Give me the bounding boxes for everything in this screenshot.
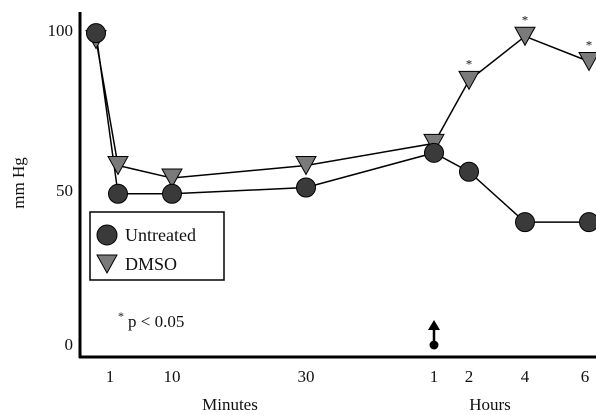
x-group-label-hours: Hours (469, 395, 511, 414)
significance-star: * (522, 12, 529, 27)
y-axis-title: mm Hg (9, 157, 28, 209)
y-tick-label-100: 100 (48, 21, 74, 40)
data-point-dmso (295, 155, 317, 176)
series-line-dmso (95, 35, 590, 179)
event-arrow-marker (428, 320, 440, 350)
y-tick-label-50: 50 (56, 181, 73, 200)
x-tick-label: 10 (164, 367, 181, 386)
annotation-text: p < 0.05 (128, 312, 184, 331)
data-point-dmso (161, 168, 183, 189)
significance-star: * (586, 38, 593, 53)
data-point-untreated (108, 183, 128, 204)
legend-marker-dmso (96, 254, 118, 275)
data-point-untreated (424, 142, 444, 163)
x-group-label-minutes: Minutes (202, 395, 258, 414)
data-point-dmso (107, 155, 129, 176)
x-tick-label: 6 (581, 367, 590, 386)
data-point-untreated (515, 212, 535, 233)
x-tick-label: 1 (106, 367, 115, 386)
data-point-untreated (296, 177, 316, 198)
x-tick-label: 4 (521, 367, 530, 386)
significance-star: * (466, 56, 473, 71)
legend: Untreated DMSO (89, 211, 225, 281)
data-point-dmso (458, 70, 480, 91)
legend-label-untreated: Untreated (125, 225, 196, 245)
legend-marker-untreated (96, 224, 118, 246)
series-layer: * * * (85, 12, 596, 233)
data-point-untreated (459, 161, 479, 182)
legend-box (89, 211, 225, 281)
data-point-untreated (86, 23, 106, 44)
x-tick-label: 1 (430, 367, 439, 386)
x-tick-label: 2 (465, 367, 474, 386)
annotation-star: * (118, 309, 124, 323)
data-point-untreated (579, 212, 596, 233)
data-point-dmso (578, 52, 596, 72)
y-tick-label-0: 0 (65, 335, 74, 354)
data-point-dmso (514, 26, 536, 47)
legend-label-dmso: DMSO (125, 254, 177, 274)
x-tick-label: 30 (298, 367, 315, 386)
data-point-untreated (162, 183, 182, 204)
